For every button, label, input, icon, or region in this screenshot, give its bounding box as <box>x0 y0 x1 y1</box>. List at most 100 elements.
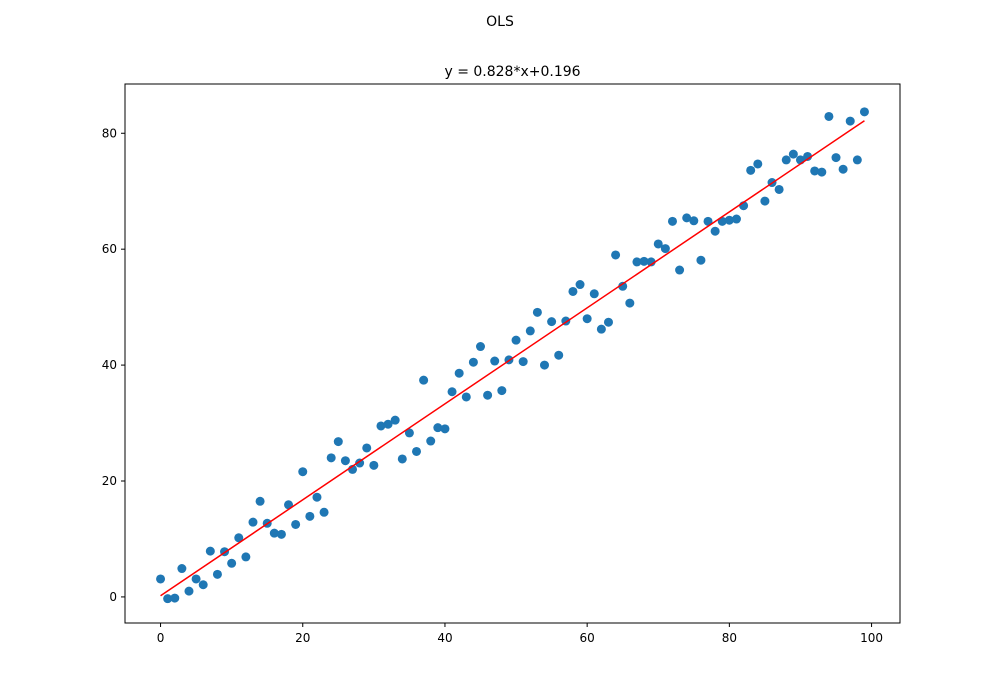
data-point <box>724 215 734 225</box>
x-tick-label: 0 <box>157 631 165 645</box>
data-point <box>632 257 642 267</box>
data-point <box>575 280 585 290</box>
data-point <box>639 256 649 266</box>
data-point <box>603 317 613 327</box>
data-point <box>653 239 663 249</box>
data-point <box>753 159 763 169</box>
data-point <box>774 184 784 194</box>
data-point <box>454 368 464 378</box>
axes-frame <box>124 83 901 624</box>
data-point <box>660 244 670 254</box>
data-point <box>667 216 677 226</box>
data-point <box>369 460 379 470</box>
y-axis: 0 20 40 60 80 <box>102 126 125 604</box>
data-point <box>291 519 301 529</box>
data-point <box>675 265 685 275</box>
data-point <box>483 390 493 400</box>
data-point <box>540 360 549 370</box>
data-point <box>589 289 599 299</box>
data-point <box>212 569 222 579</box>
data-point <box>248 517 258 527</box>
data-point <box>255 496 265 506</box>
data-point <box>497 386 507 396</box>
data-point <box>625 298 635 308</box>
data-point <box>383 419 393 429</box>
plot-area <box>156 107 869 604</box>
data-point <box>319 507 329 517</box>
data-point <box>184 586 194 596</box>
data-point <box>547 317 557 327</box>
data-point <box>163 594 173 604</box>
data-point <box>611 250 621 260</box>
data-point <box>170 593 180 603</box>
data-point <box>490 356 500 366</box>
data-point <box>838 164 848 174</box>
data-point <box>788 149 798 159</box>
data-point <box>397 454 407 464</box>
data-point <box>419 375 429 385</box>
data-point <box>269 528 279 538</box>
data-point <box>525 326 535 336</box>
data-point <box>817 167 827 177</box>
y-tick-label: 20 <box>102 474 117 488</box>
axes-title: y = 0.828*x+0.196 <box>444 64 580 80</box>
data-point <box>554 350 564 360</box>
data-point <box>646 257 656 267</box>
y-tick-label: 0 <box>109 590 117 604</box>
data-point <box>518 357 528 367</box>
data-point <box>803 151 813 161</box>
data-point <box>177 564 187 574</box>
data-point <box>298 467 308 477</box>
data-point <box>234 533 244 543</box>
data-point <box>731 214 741 224</box>
y-tick-label: 80 <box>102 126 117 140</box>
regression-line <box>160 120 865 597</box>
data-point <box>682 213 692 223</box>
data-point <box>618 281 628 291</box>
data-point <box>532 307 542 317</box>
data-point <box>476 342 485 352</box>
data-point <box>582 314 592 324</box>
x-tick-label: 20 <box>295 631 310 645</box>
data-point <box>746 165 756 175</box>
y-tick-label: 40 <box>102 358 117 372</box>
data-point <box>810 166 820 176</box>
data-point <box>241 552 251 562</box>
data-point <box>156 574 166 584</box>
data-point <box>703 216 713 226</box>
y-tick-label: 60 <box>102 242 117 256</box>
data-point <box>312 492 322 502</box>
data-point <box>205 546 215 556</box>
data-point <box>845 116 855 126</box>
data-point <box>710 226 720 236</box>
data-point <box>447 387 457 397</box>
data-point <box>191 574 201 584</box>
x-tick-label: 80 <box>722 631 737 645</box>
data-point <box>696 255 706 265</box>
data-point <box>468 357 478 367</box>
data-point <box>717 216 727 226</box>
data-point <box>227 558 237 568</box>
data-point <box>568 286 578 296</box>
data-point <box>511 335 521 345</box>
data-point <box>326 453 336 463</box>
data-point <box>340 456 350 466</box>
data-point <box>305 511 315 521</box>
data-point <box>760 196 770 206</box>
data-point <box>859 107 869 117</box>
x-tick-label: 60 <box>580 631 595 645</box>
x-axis: 0 20 40 60 80 100 <box>157 623 883 645</box>
data-point <box>276 529 286 539</box>
data-point <box>412 446 422 456</box>
data-point <box>689 216 699 226</box>
figure-suptitle: OLS <box>486 14 514 30</box>
data-point <box>596 324 606 334</box>
data-point <box>333 437 343 447</box>
data-point <box>852 155 862 165</box>
x-tick-label: 40 <box>437 631 452 645</box>
data-point <box>781 155 791 165</box>
data-point <box>426 436 436 446</box>
x-tick-label: 100 <box>860 631 883 645</box>
